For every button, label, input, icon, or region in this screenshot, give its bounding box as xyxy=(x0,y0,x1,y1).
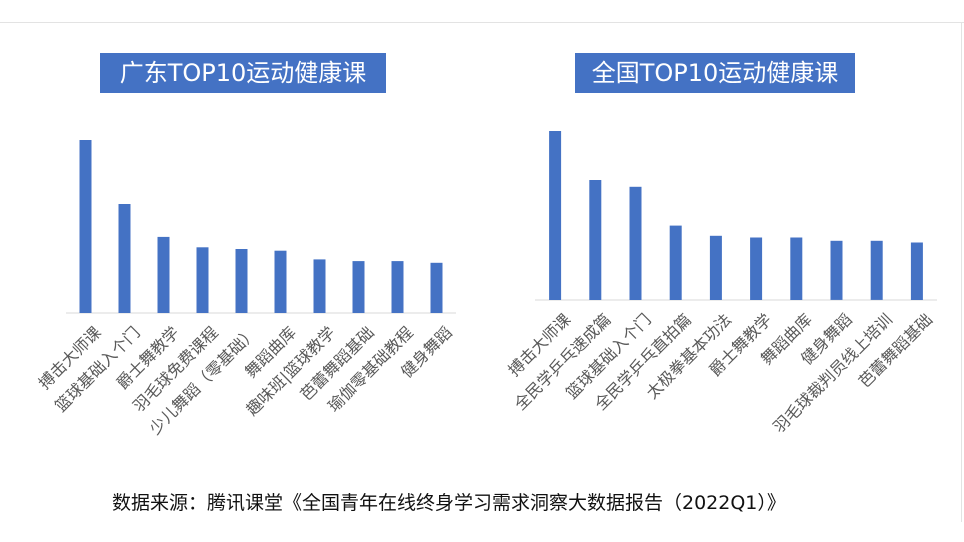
bar-3 xyxy=(157,236,170,313)
bar-10 xyxy=(910,242,923,300)
bar-2 xyxy=(118,204,131,313)
bar-7 xyxy=(790,237,803,300)
bar-2 xyxy=(589,180,602,300)
bar-5 xyxy=(709,235,722,300)
bar-6 xyxy=(274,250,287,313)
bar-4 xyxy=(669,225,682,300)
national-chart-title: 全国TOP10运动健康课 xyxy=(575,53,855,93)
right-border xyxy=(961,22,962,522)
data-source-note: 数据来源：腾讯课堂《全国青年在线终身学习需求洞察大数据报告（2022Q1）》 xyxy=(112,492,786,514)
bar-6 xyxy=(750,237,763,300)
top-border xyxy=(0,22,964,23)
bar-5 xyxy=(235,249,248,313)
bar-9 xyxy=(391,261,404,313)
bar-7 xyxy=(313,259,326,313)
bar-3 xyxy=(629,186,642,300)
bar-10 xyxy=(430,262,443,313)
bar-9 xyxy=(870,240,883,300)
bar-1 xyxy=(549,131,562,300)
guangdong-chart-title: 广东TOP10运动健康课 xyxy=(100,53,386,93)
bar-8 xyxy=(352,261,365,313)
bar-4 xyxy=(196,247,209,313)
bar-8 xyxy=(830,240,843,300)
bar-1 xyxy=(79,140,92,313)
